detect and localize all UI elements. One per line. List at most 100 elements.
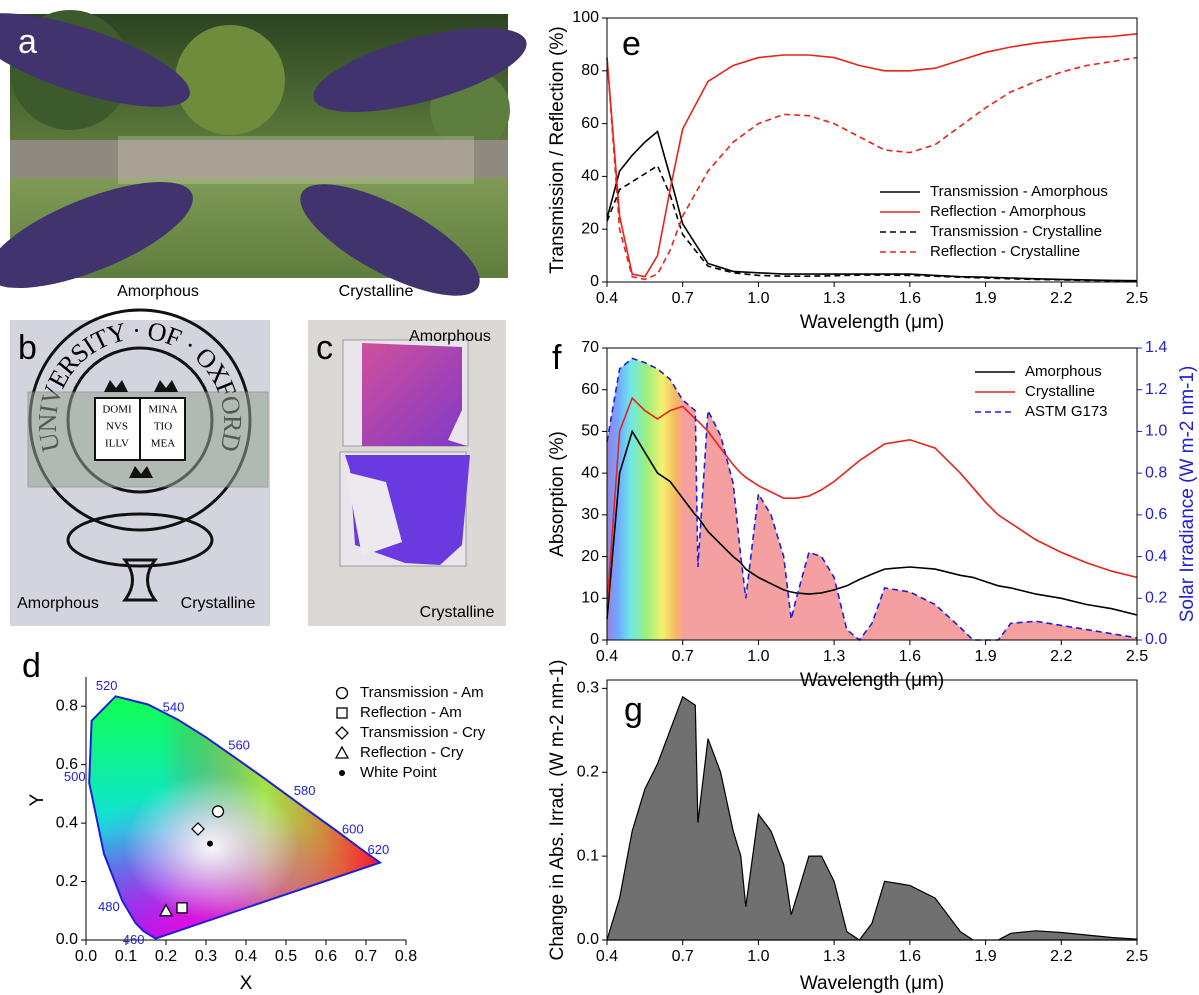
legend-marker: [337, 708, 347, 718]
y-tick-label: 20: [581, 548, 599, 565]
x-axis-title: X: [240, 973, 253, 994]
y-tick-label: 40: [581, 168, 599, 185]
x-tick-label: 0.7: [355, 948, 377, 965]
x-tick-label: 0.7: [672, 290, 694, 307]
marker: [207, 841, 213, 847]
x-tick-label: 2.2: [1050, 948, 1072, 965]
locus-label: 560: [228, 737, 250, 752]
x-tick-label: 1.3: [823, 948, 845, 965]
y-tick-label: 0.4: [56, 814, 78, 831]
x-tick-label: 1.9: [974, 648, 996, 665]
x-tick-label: 2.5: [1126, 948, 1148, 965]
photo-b: UNIVERSITY · OF · OXFORD DOMI NVS ILLV M…: [10, 310, 270, 626]
y2-tick-label: 1.2: [1145, 381, 1167, 398]
x-tick-label: 1.0: [747, 948, 769, 965]
marker: [177, 903, 187, 913]
y-tick-label: 0.2: [577, 763, 599, 780]
legend-label: Transmission - Cry: [360, 724, 486, 741]
legend-label: Reflection - Crystalline: [930, 243, 1080, 260]
legend-label: Reflection - Am: [360, 704, 462, 721]
y-axis-title: Y: [27, 793, 48, 806]
x-tick-label: 2.5: [1126, 648, 1148, 665]
book-text: ILLV: [105, 438, 129, 450]
book-text: MEA: [151, 438, 176, 450]
legend-label: White Point: [360, 764, 438, 781]
x-tick-label: 1.6: [899, 948, 921, 965]
x-tick-label: 0.4: [596, 290, 618, 307]
y-tick-label: 0: [590, 631, 599, 648]
locus-label: 480: [98, 899, 120, 914]
y-tick-label: 0.3: [577, 680, 599, 697]
book-text: TIO: [154, 421, 172, 433]
panel-label: c: [316, 329, 333, 367]
panel-label: e: [622, 25, 641, 63]
panel-label: b: [18, 329, 37, 367]
locus-label: 500: [64, 769, 86, 784]
x-tick-label: 1.6: [899, 290, 921, 307]
y2-tick-label: 0.6: [1145, 506, 1167, 523]
y-tick-label: 0.2: [56, 873, 78, 890]
x-tick-label: 0.3: [195, 948, 217, 965]
x-tick-label: 1.0: [747, 290, 769, 307]
legend-label: Crystalline: [1025, 383, 1095, 400]
line: [607, 34, 1137, 277]
x-tick-label: 0.7: [672, 948, 694, 965]
x-tick-label: 0.2: [155, 948, 177, 965]
y-tick-label: 30: [581, 506, 599, 523]
y-axis-title: Transmission / Reflection (%): [547, 26, 568, 273]
legend-label: Transmission - Amorphous: [930, 183, 1108, 200]
y-tick-label: 60: [581, 381, 599, 398]
x-tick-label: 0.7: [672, 648, 694, 665]
legend-label: Reflection - Cry: [360, 744, 464, 761]
book-text: MINA: [148, 404, 177, 416]
caption: Amorphous: [17, 595, 99, 612]
chart-g: 0.4 0.7 1.0 1.3 1.6 1.9 2.2 2.5 0.0 0.1 0.2 0.3 Wave…: [547, 660, 1148, 994]
y2-tick-label: 0.2: [1145, 590, 1167, 607]
y2-tick-label: 1.4: [1145, 339, 1167, 356]
caption: Crystalline: [420, 604, 495, 621]
x-tick-label: 1.9: [974, 948, 996, 965]
legend-label: Transmission - Crystalline: [930, 223, 1102, 240]
legend-label: Reflection - Amorphous: [930, 203, 1086, 220]
film: [118, 136, 474, 184]
photo-a: a Amorphous Crystalline: [0, 0, 535, 317]
locus-label: 620: [368, 842, 390, 857]
x-tick-label: 2.2: [1050, 290, 1072, 307]
x-tick-label: 1.0: [747, 648, 769, 665]
panel-label: g: [624, 691, 643, 729]
x-tick-label: 0.4: [596, 948, 618, 965]
y-tick-label: 0.1: [577, 847, 599, 864]
x-tick-label: 0.0: [75, 948, 97, 965]
tree: [175, 25, 285, 135]
x-tick-label: 0.6: [315, 948, 337, 965]
x-tick-label: 2.5: [1126, 290, 1148, 307]
y-tick-label: 50: [581, 423, 599, 440]
y-tick-label: 20: [581, 220, 599, 237]
y2-tick-label: 0.0: [1145, 631, 1167, 648]
caption: Amorphous: [409, 328, 491, 345]
figure: a Amorphous Crystalline UNIVERSITY · OF …: [0, 0, 1199, 995]
y-tick-label: 70: [581, 339, 599, 356]
legend-marker: [339, 770, 345, 776]
panel-label: a: [18, 23, 37, 61]
y-tick-label: 0.8: [56, 697, 78, 714]
photo-c: c Amorphous Crystalline: [308, 320, 506, 626]
locus-label: 580: [294, 783, 316, 798]
y-axis-title: Change in Abs. Irrad. (W m-2 nm-1): [547, 660, 568, 961]
x-axis-title: Wavelength (μm): [800, 973, 944, 994]
caption: Crystalline: [339, 283, 414, 300]
legend-label: Amorphous: [1025, 363, 1102, 380]
y-tick-label: 0.0: [577, 931, 599, 948]
caption: Crystalline: [181, 595, 256, 612]
y-tick-label: 60: [581, 115, 599, 132]
x-tick-label: 0.1: [115, 948, 137, 965]
x-tick-label: 1.6: [899, 648, 921, 665]
x-tick-label: 0.5: [275, 948, 297, 965]
y-tick-label: 10: [581, 590, 599, 607]
book-text: DOMI: [102, 404, 132, 416]
legend-label: ASTM G173: [1025, 403, 1108, 420]
y-tick-label: 0.0: [56, 931, 78, 948]
